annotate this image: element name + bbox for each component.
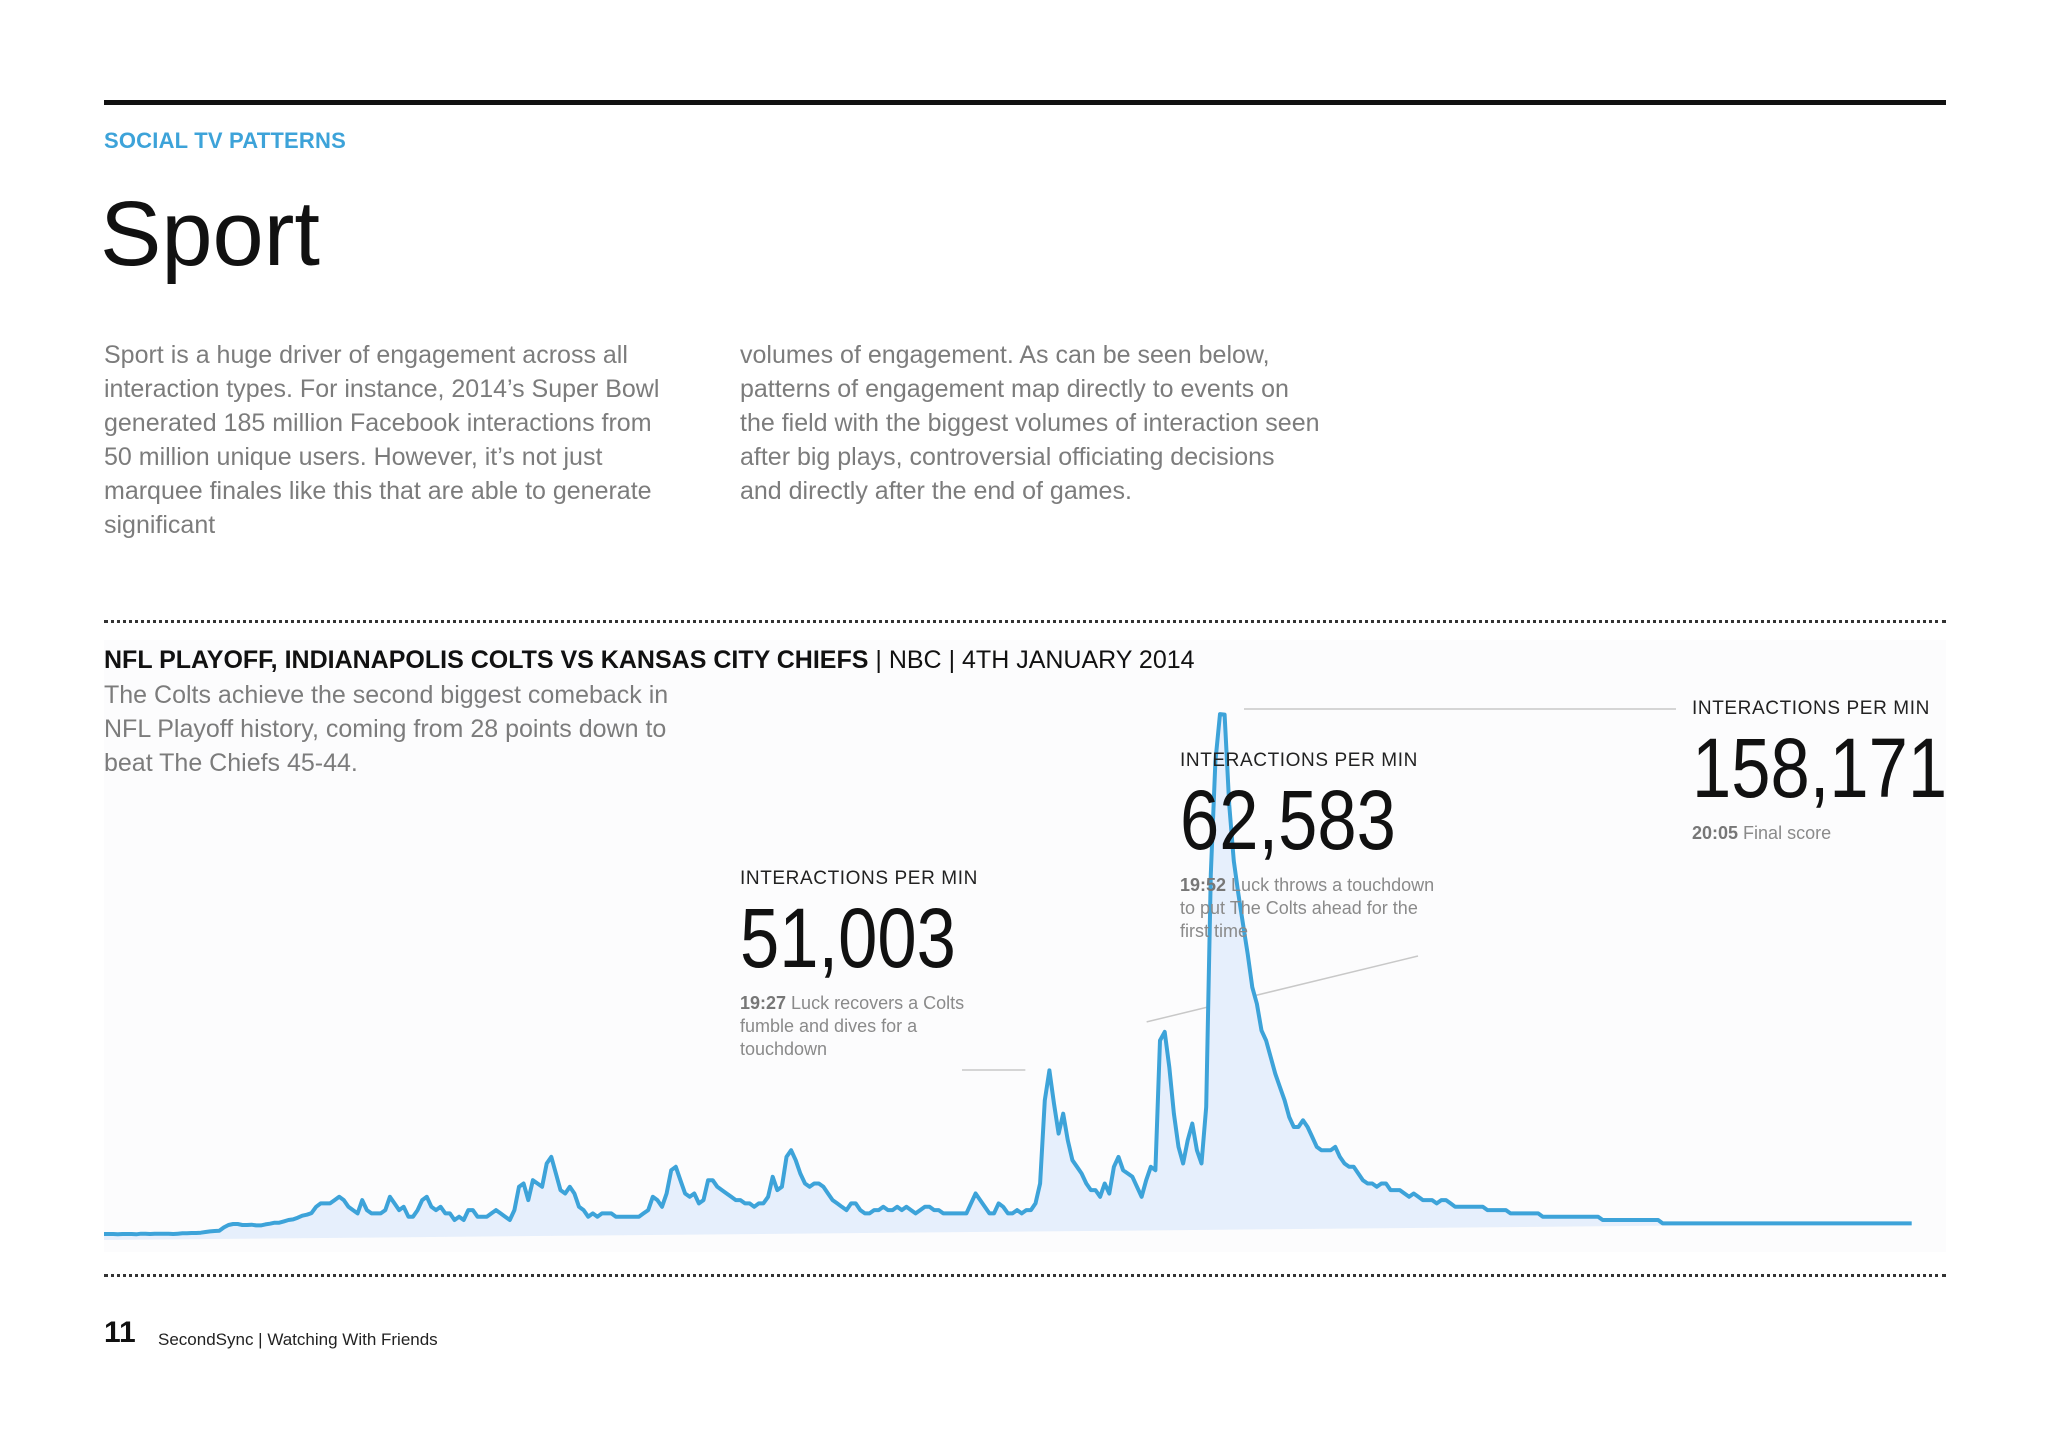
annotation-metric-label: INTERACTIONS PER MIN <box>740 868 978 889</box>
chart-network: NBC <box>888 646 942 674</box>
page-title: Sport <box>100 183 320 285</box>
annotation-value: 62,583 <box>1180 773 1396 867</box>
annotation-note: 20:05 Final score <box>1692 822 1952 845</box>
chart-description: The Colts achieve the second biggest com… <box>104 681 669 777</box>
annotation-value: 51,003 <box>740 891 956 985</box>
annotation-connectors <box>962 708 1676 1071</box>
area-fill <box>104 714 1912 1240</box>
annotation-touchdown: INTERACTIONS PER MIN 62,583 19:52 Luck t… <box>1180 750 1440 943</box>
footer-text: SecondSync | Watching With Friends <box>158 1330 438 1349</box>
intro-column-1: Sport is a huge driver of engagement acr… <box>104 341 660 539</box>
section-label: SOCIAL TV PATTERNS <box>104 128 346 153</box>
annotation-metric-label: INTERACTIONS PER MIN <box>1180 750 1418 771</box>
annotation-text: Final score <box>1738 823 1832 843</box>
annotation-time: 19:52 <box>1180 875 1227 895</box>
chart-title: NFL PLAYOFF, INDIANAPOLIS COLTS VS KANSA… <box>104 646 869 674</box>
annotation-text: Luck throws a touchdown to put The Colts… <box>1180 875 1435 941</box>
page-number: 11 <box>104 1316 136 1349</box>
chart-date: 4TH JANUARY 2014 <box>962 646 1195 674</box>
separator: | <box>868 646 889 674</box>
connector-touchdown <box>1146 955 1419 1023</box>
chart-background <box>104 640 1946 1252</box>
series-line <box>104 712 1912 1237</box>
annotation-final-score: INTERACTIONS PER MIN 158,171 20:05 Final… <box>1692 698 1996 845</box>
divider-bottom <box>104 1274 1946 1277</box>
annotation-note: 19:27 Luck recovers a Colts fumble and d… <box>740 992 1000 1061</box>
annotation-time: 19:27 <box>740 993 787 1013</box>
chart-header: NFL PLAYOFF, INDIANAPOLIS COLTS VS KANSA… <box>104 646 1195 675</box>
separator: | <box>941 646 963 674</box>
annotation-value: 158,171 <box>1692 721 1948 815</box>
intro-column-2: volumes of engagement. As can be seen be… <box>740 341 1320 505</box>
annotation-fumble: INTERACTIONS PER MIN 51,003 19:27 Luck r… <box>740 868 1000 1061</box>
annotation-text: Luck recovers a Colts fumble and dives f… <box>740 993 965 1059</box>
divider-top <box>104 620 1946 623</box>
top-rule <box>104 100 1946 105</box>
annotation-metric-label: INTERACTIONS PER MIN <box>1692 698 1930 719</box>
annotation-note: 19:52 Luck throws a touchdown to put The… <box>1180 874 1440 943</box>
annotation-time: 20:05 <box>1692 823 1739 843</box>
